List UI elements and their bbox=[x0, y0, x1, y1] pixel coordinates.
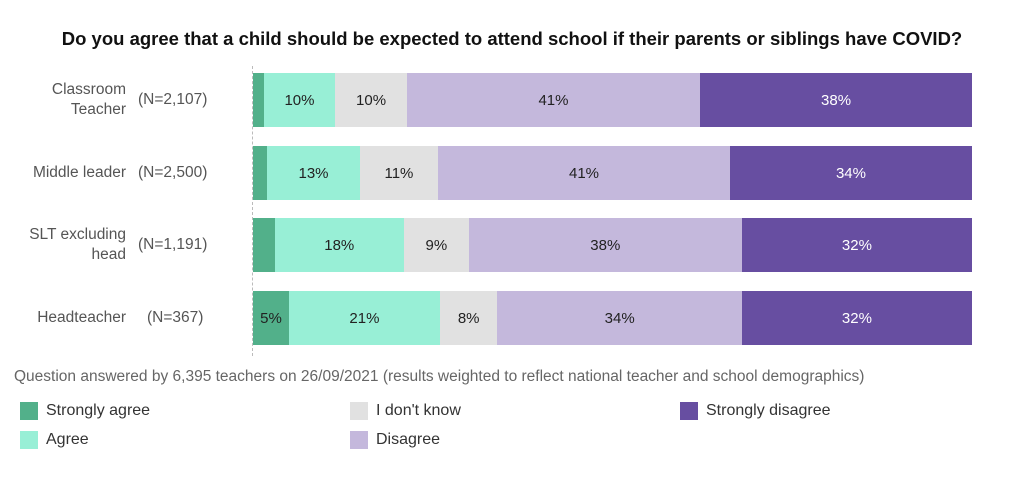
data-label: 5% bbox=[260, 309, 282, 327]
legend-label: Disagree bbox=[376, 431, 441, 448]
data-label: 10% bbox=[356, 91, 387, 109]
bar-segment-agree: 10% bbox=[263, 73, 336, 127]
data-label: 41% bbox=[538, 91, 569, 109]
legend-label: Agree bbox=[46, 431, 89, 448]
legend-swatch bbox=[680, 402, 698, 420]
category-label-line: Headteacher bbox=[37, 309, 126, 326]
bar-segment-agree: 21% bbox=[288, 291, 440, 345]
bar-segment-i-don-t-know: 10% bbox=[335, 73, 407, 127]
data-label: 41% bbox=[568, 164, 600, 182]
category-label-line: head bbox=[91, 246, 126, 263]
bar-segment-disagree: 38% bbox=[468, 218, 742, 272]
sample-size-label: (N=367) bbox=[147, 309, 204, 326]
category-label: Headteacher bbox=[2, 308, 126, 328]
bar-segment-strongly-agree: 5% bbox=[253, 291, 289, 345]
legend-swatch bbox=[350, 402, 368, 420]
bar-segment-disagree: 41% bbox=[438, 146, 730, 200]
data-label: 11% bbox=[384, 164, 414, 182]
data-label: 10% bbox=[284, 91, 315, 109]
bar-segment-disagree: 41% bbox=[406, 73, 701, 127]
bar-segment-i-don-t-know: 9% bbox=[403, 218, 469, 272]
legend-item: I don't know bbox=[350, 402, 461, 420]
chart-title: Do you agree that a child should be expe… bbox=[61, 28, 963, 49]
data-label: 32% bbox=[841, 309, 872, 327]
data-label: 32% bbox=[841, 236, 872, 254]
legend-swatch bbox=[350, 431, 368, 449]
bar-segment-strongly-disagree: 34% bbox=[729, 146, 972, 200]
data-label: 21% bbox=[349, 309, 380, 327]
category-label-line: SLT excluding bbox=[29, 226, 126, 243]
data-label: 9% bbox=[425, 236, 448, 254]
data-label: 34% bbox=[604, 309, 635, 327]
legend-item: Strongly disagree bbox=[680, 402, 831, 420]
bar-segment-agree: 18% bbox=[274, 218, 404, 272]
bar-segment-strongly-agree bbox=[253, 73, 264, 127]
sample-size-label: (N=1,191) bbox=[138, 236, 208, 253]
legend-label: I don't know bbox=[376, 402, 461, 419]
legend-swatch bbox=[20, 402, 38, 420]
legend-label: Strongly disagree bbox=[706, 402, 831, 419]
stacked-bar: 13% 11% 41% 34% bbox=[253, 146, 972, 200]
bar-segment-i-don-t-know: 11% bbox=[359, 146, 439, 200]
stacked-bar: 5% 21% 8% 34% 32% bbox=[253, 291, 972, 345]
data-label: 34% bbox=[835, 164, 866, 182]
category-label: Middle leader bbox=[2, 163, 126, 183]
bar-segment-strongly-disagree: 32% bbox=[741, 291, 972, 345]
stacked-bar: 10% 10% 41% 38% bbox=[253, 73, 972, 127]
category-label: SLT excluding head bbox=[2, 225, 126, 265]
zero-axis-line bbox=[252, 66, 253, 356]
bar-segment-strongly-disagree: 38% bbox=[700, 73, 972, 127]
category-label-line: Classroom bbox=[51, 81, 126, 98]
data-label: 13% bbox=[298, 164, 329, 182]
legend-item: Strongly agree bbox=[20, 402, 150, 420]
sample-size-label: (N=2,500) bbox=[138, 164, 208, 181]
footnote: Question answered by 6,395 teachers on 2… bbox=[14, 368, 865, 385]
legend-item: Disagree bbox=[350, 431, 440, 449]
data-label: 18% bbox=[324, 236, 355, 254]
data-label: 8% bbox=[457, 309, 480, 327]
bar-segment-i-don-t-know: 8% bbox=[439, 291, 498, 345]
bar-segment-strongly-disagree: 32% bbox=[741, 218, 972, 272]
category-label: Classroom Teacher bbox=[2, 80, 126, 120]
sample-size-label: (N=2,107) bbox=[138, 91, 208, 108]
bar-segment-agree: 13% bbox=[267, 146, 360, 200]
bar-segment-disagree: 34% bbox=[497, 291, 742, 345]
data-label: 38% bbox=[821, 91, 852, 109]
legend-swatch bbox=[20, 431, 38, 449]
category-label-line: Teacher bbox=[70, 101, 126, 118]
bar-segment-strongly-agree bbox=[253, 218, 275, 272]
category-label-line: Middle leader bbox=[32, 164, 126, 181]
data-label: 38% bbox=[590, 236, 621, 254]
legend-label: Strongly agree bbox=[46, 402, 151, 419]
bar-segment-strongly-agree bbox=[253, 146, 268, 200]
legend-item: Agree bbox=[20, 431, 89, 449]
stacked-bar: 18% 9% 38% 32% bbox=[253, 218, 972, 272]
